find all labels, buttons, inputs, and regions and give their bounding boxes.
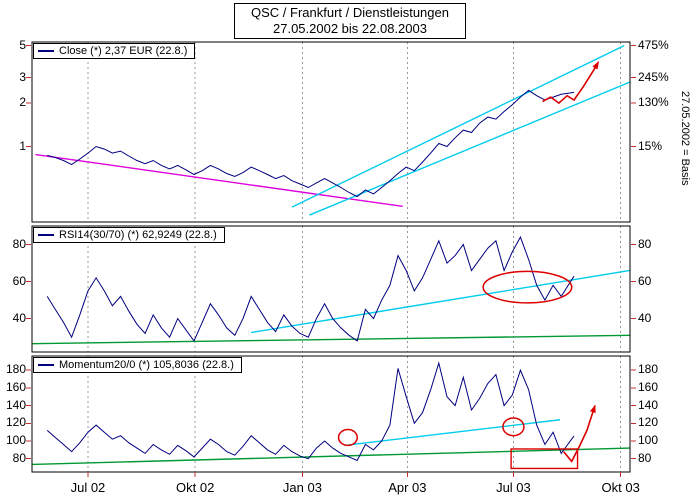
momentum-series-swatch (38, 364, 54, 366)
x-tick-label: Jul 03 (496, 480, 531, 495)
y-tick-label-right: 180 (638, 362, 659, 377)
rsi-series-swatch (38, 234, 54, 236)
x-tick-label: Jul 02 (70, 480, 106, 495)
chart-title-box: QSC / Frankfurt / Dienstleistungen 27.05… (234, 3, 466, 39)
y-tick-label-left: 5 (19, 37, 26, 52)
y-tick-label-right: 245% (638, 69, 669, 84)
y-tick-label-right: 15% (638, 138, 663, 153)
y-tick-label-right: 80 (638, 236, 652, 251)
y-tick-label-right: 120 (638, 415, 659, 430)
x-tick-label: Okt 03 (601, 480, 640, 495)
legend-close-label: Close (*) 2,37 EUR (22.8.) (59, 45, 188, 57)
y-tick-label-left: 80 (12, 450, 26, 465)
legend-close: Close (*) 2,37 EUR (22.8.) (33, 43, 196, 59)
y-tick-label-right: 40 (638, 310, 652, 325)
y-tick-label-left: 120 (5, 415, 26, 430)
y-tick-label-right: 160 (638, 379, 659, 394)
close-series-swatch (38, 50, 54, 52)
chart-date-range: 27.05.2002 bis 22.08.2003 (273, 21, 427, 36)
y-tick-label-left: 2 (19, 95, 26, 110)
y-tick-label-left: 80 (12, 236, 26, 251)
y-tick-label-right: 60 (638, 273, 652, 288)
y-tick-label-left: 160 (5, 379, 26, 394)
chart-title: QSC / Frankfurt / Dienstleistungen (251, 5, 449, 20)
x-tick-label: Okt 02 (176, 480, 215, 495)
legend-rsi-label: RSI14(30/70) (*) 62,9249 (22.8.) (59, 229, 217, 241)
legend-rsi: RSI14(30/70) (*) 62,9249 (22.8.) (33, 227, 225, 243)
y-tick-label-right: 140 (638, 397, 659, 412)
y-tick-label-right: 100 (638, 433, 659, 447)
y-tick-label-left: 180 (5, 362, 26, 377)
y-tick-label-right: 80 (638, 450, 652, 465)
basis-axis-note: 27.05.2002 = Basis (679, 90, 691, 186)
legend-momentum-label: Momentum20/0 (*) 105,8036 (22.8.) (59, 359, 234, 371)
x-tick-label: Jan 03 (282, 480, 322, 495)
y-tick-label-left: 100 (5, 433, 26, 447)
y-tick-label-left: 140 (5, 397, 26, 412)
y-tick-label-left: 40 (12, 310, 26, 325)
y-tick-label-left: 3 (19, 69, 26, 84)
y-tick-label-left: 60 (12, 273, 26, 288)
y-tick-label-right: 130% (638, 95, 669, 110)
legend-momentum: Momentum20/0 (*) 105,8036 (22.8.) (33, 357, 242, 373)
x-tick-label: Apr 03 (388, 480, 427, 495)
y-tick-label-left: 1 (19, 138, 26, 153)
y-tick-label-right: 475% (638, 37, 669, 52)
